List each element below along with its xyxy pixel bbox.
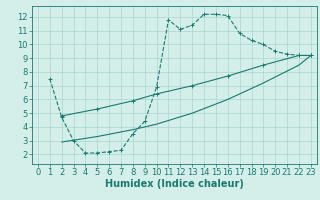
X-axis label: Humidex (Indice chaleur): Humidex (Indice chaleur) [105, 179, 244, 189]
